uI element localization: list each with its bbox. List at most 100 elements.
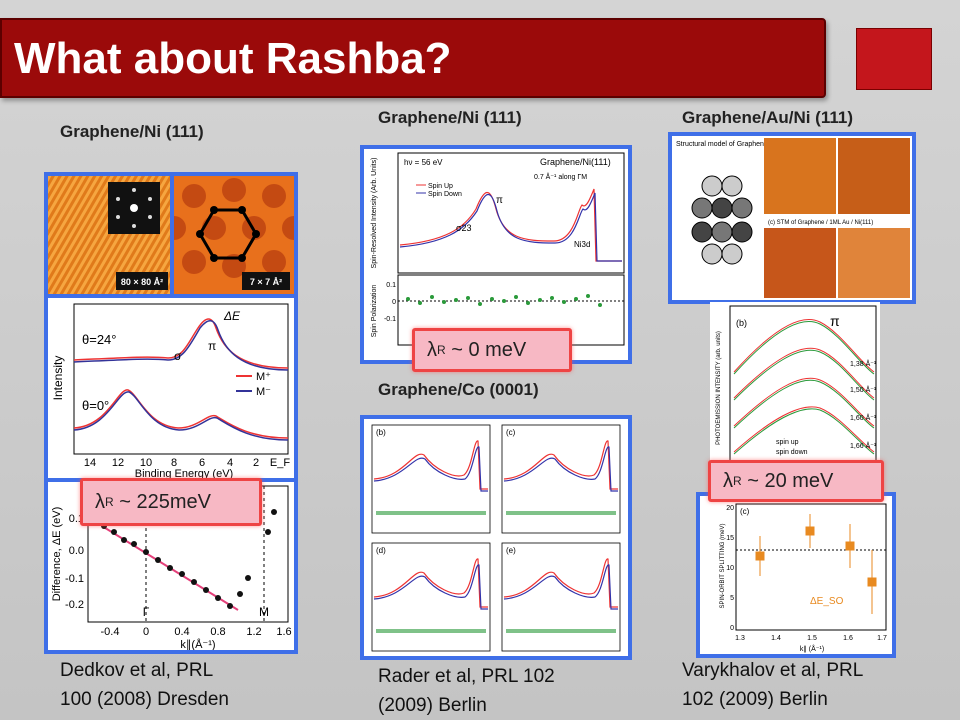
tick-label: 1.5: [807, 635, 817, 642]
axis-label: k∥(Å⁻¹): [180, 638, 215, 650]
slide-title: What about Rashba?: [14, 34, 452, 83]
legend-label: M⁻: [256, 386, 271, 398]
kpoint-label: 0.7 Å⁻¹ along ΓM: [534, 172, 587, 181]
tick-label: -0.4: [101, 626, 120, 638]
tick-label: 10: [726, 565, 734, 572]
spin-resolved-plot: Spin-Resolved Intensity (Arb. Units) Spi…: [371, 152, 625, 346]
tick-label: -0.1: [65, 573, 84, 585]
tick-label: 0: [143, 626, 149, 638]
k-label: 1,60 Å⁻¹: [850, 413, 877, 422]
rashba-symbol: λ: [95, 490, 105, 513]
delta-label: ΔE: [223, 309, 241, 323]
tick-label: 1.7: [877, 635, 887, 642]
citation-line: Dedkov et al, PRL: [60, 660, 214, 681]
axis-label: k∥ (Å⁻¹): [800, 644, 824, 653]
stm-image: 80 × 80 Å²: [48, 176, 170, 294]
tick-label: 12: [112, 457, 124, 469]
tick-label: E_F: [270, 457, 290, 469]
citation: Rader et al, PRL 102 (2009) Berlin: [378, 662, 555, 720]
tick-label: 0.1: [386, 282, 396, 289]
tick-label: 5: [730, 595, 734, 602]
panel-label: (e): [506, 546, 516, 555]
peak-label: π: [830, 313, 840, 329]
x-ticks: 14 12 10 8 6 4 2 E_F: [84, 457, 290, 469]
point-label: Γ: [143, 605, 150, 619]
citation-line: 100 (2008) Dresden: [60, 689, 229, 710]
k-label: 1,38 Å⁻¹: [850, 359, 877, 368]
tick-label: 10: [140, 457, 152, 469]
rashba-symbol: λ: [427, 338, 437, 361]
tick-label: -0.1: [384, 316, 396, 323]
spectrum-plot: Intensity θ=24° θ=0° ΔE σ π M⁺ M⁻ 14 12 …: [51, 303, 290, 478]
citation-line: Varykhalov et al, PRL: [682, 660, 864, 681]
peak-label: σ: [174, 349, 182, 363]
axis-label: SPIN-ORBIT SPLITTING (meV): [720, 524, 726, 609]
k-label: 1,50 Å⁻¹: [850, 385, 877, 394]
rashba-value: ~ 0 meV: [445, 338, 527, 361]
figure-co: (b) (c) (d) (e): [360, 415, 632, 660]
citation-line: (2009) Berlin: [378, 695, 487, 716]
panel-label: (d): [376, 546, 386, 555]
tick-label: 14: [84, 457, 96, 469]
tick-label: 4: [227, 457, 233, 469]
tick-label: 1.2: [246, 626, 261, 638]
panel-label: (c): [740, 507, 750, 516]
tick-label: 0: [730, 625, 734, 632]
photon-label: hν = 56 eV: [404, 158, 443, 167]
tick-label: 20: [726, 505, 734, 512]
legend-label: Spin Down: [428, 191, 462, 198]
tick-label: 8: [171, 457, 177, 469]
theta-label: θ=24°: [82, 332, 116, 347]
rashba-sub: R: [733, 474, 742, 488]
heading: Graphene/Co (0001): [378, 380, 539, 399]
peak-label: σ23: [456, 223, 472, 233]
co-panels: (b) (c) (d) (e): [371, 424, 621, 652]
tick-label: 15: [726, 535, 734, 542]
axis-label: PHOTOEMISSION INTENSITY (arb. units): [716, 331, 722, 445]
tick-label: 1.6: [843, 635, 853, 642]
tick-label: 1.4: [771, 635, 781, 642]
tick-label: 0.4: [174, 626, 189, 638]
panel-label: (b): [376, 428, 386, 437]
scan-label: 80 × 80 Å²: [121, 277, 163, 287]
structure-image: Structural model of Graphene / Ni(111) (…: [676, 138, 910, 298]
rashba-sub: R: [105, 495, 114, 509]
theta-label: θ=0°: [82, 398, 109, 413]
tick-label: 0: [392, 299, 396, 306]
title-bar: [0, 18, 826, 98]
heading: Graphene/Au/Ni (111): [682, 108, 853, 127]
axis-label: Difference, ΔE (eV): [51, 507, 63, 602]
heading: Graphene/Ni (111): [60, 122, 204, 141]
decor-square: [856, 28, 932, 90]
model-title: Structural model of Graphene / Ni(111): [676, 141, 796, 148]
citation-line: 102 (2009) Berlin: [682, 689, 828, 710]
arpes-plot: PHOTOEMISSION INTENSITY (arb. units) (b)…: [716, 305, 877, 469]
rashba-sub: R: [437, 343, 446, 357]
peak-label: π: [208, 339, 216, 353]
stm-title: (c) STM of Graphene / 1ML Au / Ni(111): [768, 220, 873, 226]
sample-label: Graphene/Ni(111): [540, 157, 611, 167]
figure-spin-resolved: Spin-Resolved Intensity (Arb. Units) Spi…: [360, 145, 632, 364]
tick-label: 1.3: [735, 635, 745, 642]
peak-label: π: [496, 195, 503, 206]
tick-label: -0.2: [65, 599, 84, 611]
axis-label: Spin-Resolved Intensity (Arb. Units): [371, 158, 378, 269]
heading: Graphene/Ni (111): [378, 108, 522, 127]
tick-label: 6: [199, 457, 205, 469]
rashba-value: ~ 20 meV: [741, 469, 834, 492]
legend-label: spin up: [776, 439, 799, 446]
panel-label: (c): [506, 428, 516, 437]
axis-label: Spin Polarization: [371, 285, 378, 338]
figure-stm-zoom: 7 × 7 Å²: [170, 172, 298, 298]
figure-arpes: PHOTOEMISSION INTENSITY (arb. units) (b)…: [710, 302, 880, 472]
tick-label: 2: [253, 457, 259, 469]
stm-zoom-image: 7 × 7 Å²: [174, 176, 294, 294]
panel-label: (b): [736, 318, 747, 328]
legend-label: spin down: [776, 449, 808, 456]
figure-splitting: SPIN-ORBIT SPLITTING (meV) (c) 20 15 10 …: [696, 492, 896, 658]
k-label: 1,66 Å⁻¹: [850, 441, 877, 450]
